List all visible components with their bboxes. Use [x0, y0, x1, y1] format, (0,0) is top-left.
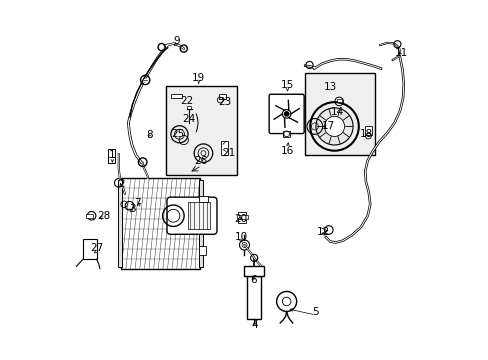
Text: 16: 16 [280, 147, 293, 157]
Bar [283, 131, 290, 137]
Bar [244, 266, 263, 276]
Bar [305, 73, 374, 155]
Bar [121, 178, 200, 269]
Bar [85, 213, 93, 218]
Circle shape [284, 112, 288, 116]
Text: 21: 21 [222, 148, 235, 158]
Bar [219, 94, 225, 99]
Text: 12: 12 [316, 227, 329, 237]
Text: 1: 1 [109, 150, 115, 160]
Bar [143, 78, 146, 81]
Bar [199, 180, 203, 267]
Bar [83, 239, 97, 259]
Circle shape [324, 116, 344, 136]
FancyBboxPatch shape [268, 94, 304, 134]
Text: 11: 11 [394, 48, 407, 58]
Bar [237, 215, 247, 219]
Text: 26: 26 [194, 157, 207, 166]
Text: 18: 18 [359, 129, 372, 139]
Text: 25: 25 [171, 129, 184, 139]
Text: 28: 28 [97, 211, 110, 221]
Bar [199, 246, 206, 255]
Bar [199, 196, 207, 202]
Bar [165, 86, 237, 175]
Bar [199, 217, 206, 226]
Text: 24: 24 [182, 113, 195, 123]
Text: 3: 3 [128, 203, 135, 213]
Circle shape [177, 132, 181, 136]
Bar [221, 141, 228, 155]
Bar [171, 94, 182, 98]
Text: 23: 23 [218, 97, 231, 107]
Bar [118, 180, 122, 267]
Bar [238, 212, 245, 223]
Text: 13: 13 [323, 82, 336, 92]
Text: 15: 15 [280, 80, 293, 90]
Text: 6: 6 [249, 275, 256, 285]
Text: 8: 8 [146, 130, 153, 140]
Text: 14: 14 [330, 107, 343, 117]
Bar [108, 149, 115, 163]
Text: 10: 10 [234, 232, 247, 242]
Text: 9: 9 [173, 36, 180, 46]
Text: 7: 7 [134, 198, 141, 208]
Text: 2: 2 [118, 179, 124, 189]
Text: 27: 27 [90, 243, 104, 253]
Text: 20: 20 [234, 214, 247, 224]
Bar [336, 99, 341, 102]
Text: 22: 22 [181, 96, 194, 107]
Text: 19: 19 [192, 73, 205, 83]
Circle shape [171, 213, 175, 218]
Circle shape [315, 108, 352, 145]
Text: 17: 17 [321, 121, 334, 131]
Bar [188, 202, 209, 229]
Bar [365, 126, 371, 135]
FancyBboxPatch shape [166, 197, 217, 234]
Bar [247, 276, 261, 319]
Bar [187, 106, 190, 109]
Text: 5: 5 [312, 307, 319, 317]
Circle shape [160, 45, 163, 49]
Text: 4: 4 [251, 320, 258, 330]
